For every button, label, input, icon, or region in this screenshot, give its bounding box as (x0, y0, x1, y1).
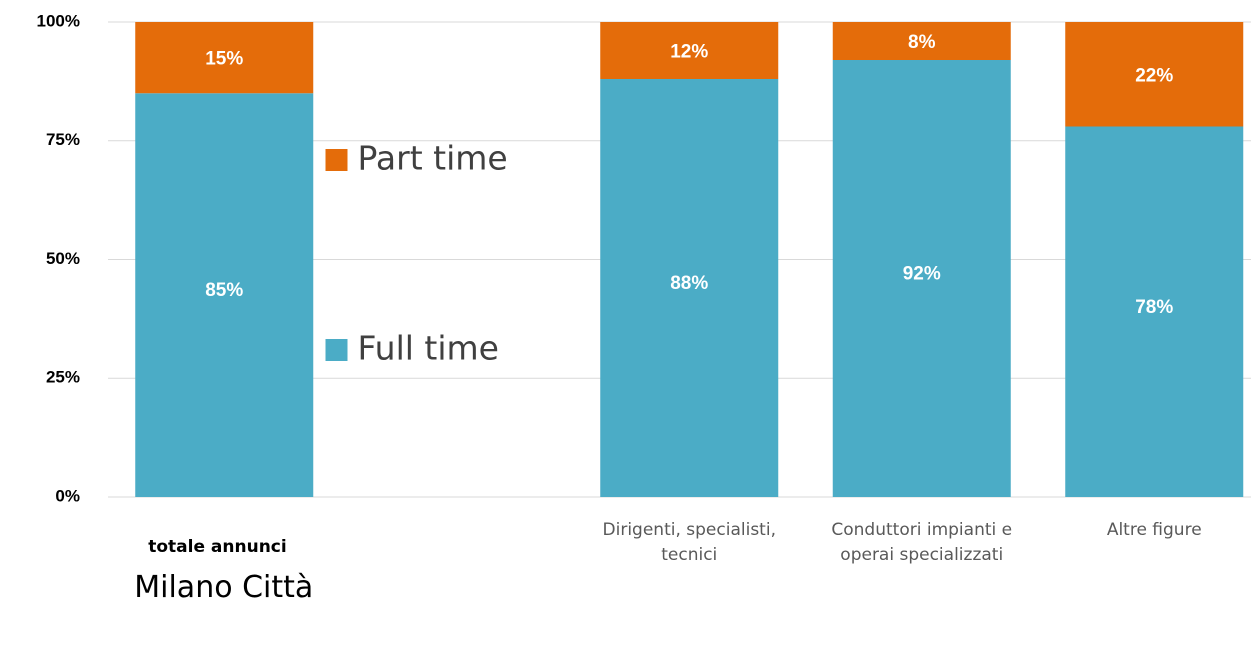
y-tick-label: 0% (55, 486, 80, 505)
data-label: 88% (670, 273, 708, 294)
x-tick-label: Conduttori impianti e operai specializza… (831, 520, 1013, 565)
y-tick-label: 25% (46, 368, 80, 387)
bar-segment (135, 22, 314, 94)
bar-segment (1065, 126, 1244, 497)
legend-label: Part time (358, 139, 508, 178)
x-tick-label: totale annunci (148, 537, 287, 557)
bar-segment (832, 22, 1011, 60)
y-tick-label: 50% (46, 249, 80, 268)
legend-swatch (325, 149, 348, 171)
data-label: 85% (205, 280, 243, 301)
bar-segment (1065, 22, 1244, 127)
data-label: 78% (1135, 297, 1173, 318)
data-label: 22% (1135, 65, 1173, 86)
y-tick-label: 100% (37, 11, 80, 30)
bar-segment (135, 93, 314, 497)
x-tick-label: Altre figure (1106, 520, 1202, 540)
legend-swatch (325, 339, 348, 361)
bar-segment (832, 60, 1011, 497)
annotation: Milano Città (134, 570, 314, 605)
data-label: 15% (205, 49, 243, 70)
x-tick-label: Dirigenti, specialisti, tecnici (602, 520, 776, 565)
bar-segment (600, 22, 779, 79)
data-label: 92% (903, 264, 941, 285)
data-label: 8% (908, 32, 936, 53)
legend-label: Full time (358, 329, 499, 368)
bar-segment (600, 79, 779, 497)
data-label: 12% (670, 42, 708, 63)
y-tick-label: 75% (46, 130, 80, 149)
